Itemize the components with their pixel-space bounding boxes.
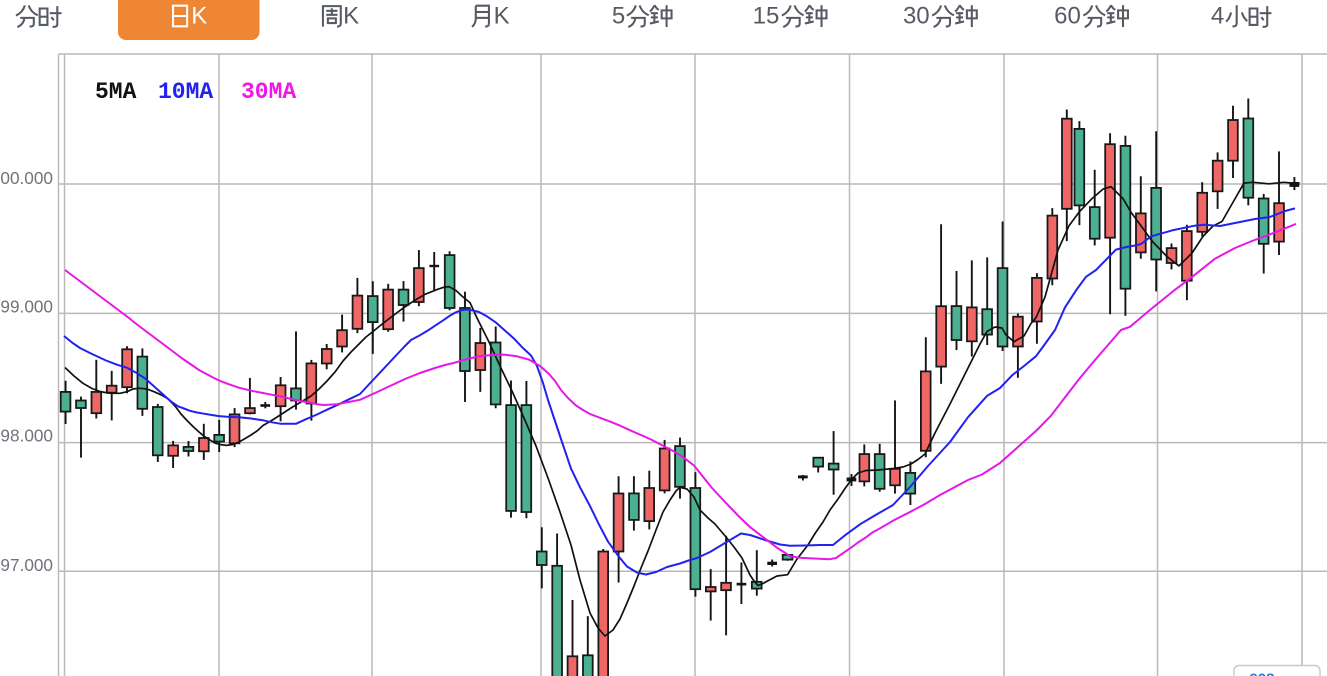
svg-text:K: K	[494, 3, 510, 30]
svg-text:97.000: 97.000	[0, 555, 53, 575]
svg-text:5: 5	[612, 3, 625, 30]
svg-text:4: 4	[1211, 3, 1224, 30]
svg-text:5MA: 5MA	[95, 79, 137, 105]
svg-text:100.000: 100.000	[0, 168, 53, 188]
svg-text:99.000: 99.000	[0, 297, 53, 317]
svg-text:10MA: 10MA	[158, 79, 213, 105]
svg-text:K: K	[343, 3, 359, 30]
svg-text:30MA: 30MA	[241, 79, 296, 105]
svg-text:998: 998	[1249, 671, 1274, 676]
svg-text:K: K	[191, 3, 207, 30]
svg-text:98.000: 98.000	[0, 426, 53, 446]
svg-text:30: 30	[903, 3, 930, 30]
svg-text:15: 15	[753, 3, 780, 30]
svg-text:60: 60	[1054, 3, 1081, 30]
